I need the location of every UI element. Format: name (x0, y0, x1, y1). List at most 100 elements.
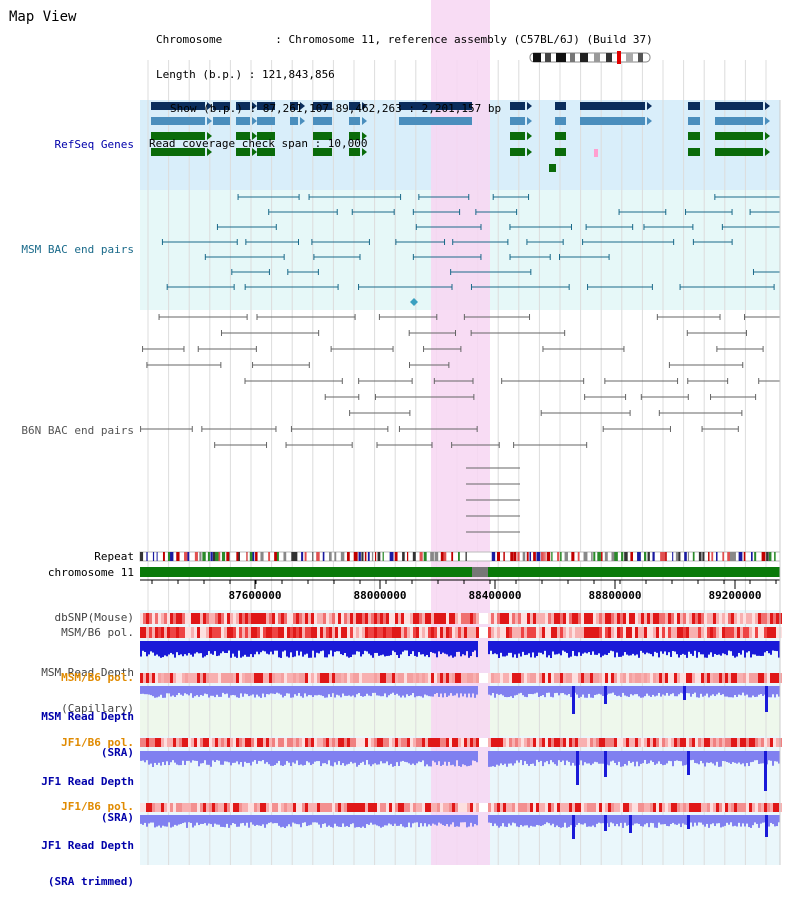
jf1-depth-sra (150, 751, 152, 764)
msm-b6-pol2-heat (398, 673, 401, 683)
msm-depth-cap (442, 641, 444, 653)
msm-depth-sra (512, 686, 514, 698)
msm-b6-pol2-heat (419, 673, 422, 683)
msm-depth-sra (570, 686, 572, 698)
repeat-mark (260, 552, 264, 561)
msm-depth-cap (270, 641, 272, 652)
msm-depth-sra (156, 686, 158, 698)
msm-b6-pol2-heat (359, 673, 362, 683)
ideogram-band (570, 53, 575, 62)
jf1-depth-sra (538, 751, 540, 763)
track-label-msm-bac[interactable]: MSM BAC end pairs (21, 243, 134, 256)
msm-depth-sra (752, 686, 754, 696)
msm-depth-sra (666, 686, 668, 693)
msm-depth-cap (140, 641, 142, 657)
msm-b6-pol2-heat (386, 673, 389, 683)
gene-exon (313, 148, 332, 156)
jf1-depth-sra (662, 751, 664, 766)
msm-depth-sra (260, 686, 262, 698)
jf1-depth-trim (626, 815, 628, 826)
dbsnp-heat (206, 613, 209, 624)
jf1-depth-trim (434, 815, 436, 825)
msm-depth-cap (554, 641, 556, 655)
jf1-depth-sra (268, 751, 270, 765)
jf1-depth-trim (538, 815, 540, 826)
repeat-mark (194, 552, 198, 561)
msm-b6-pol-heat (467, 627, 470, 638)
jf1-b6-pol2-heat (527, 803, 530, 812)
dbsnp-heat (140, 613, 143, 624)
msm-b6-pol-heat (719, 627, 722, 638)
dbsnp-heat (152, 613, 155, 624)
axis-tick-label: 88800000 (589, 589, 642, 602)
msm-depth-sra (748, 686, 750, 698)
jf1-depth-sra (350, 751, 352, 762)
jf1-depth-trim (176, 815, 178, 826)
gene-exon (151, 117, 205, 125)
track-label-b6n-bac[interactable]: B6N BAC end pairs (21, 424, 134, 437)
jf1-depth-trim (310, 815, 312, 825)
jf1-b6-pol-heat (443, 738, 446, 747)
dbsnp-heat (527, 613, 530, 624)
jf1-depth-sra (208, 751, 210, 765)
jf1-depth-trim (338, 815, 340, 827)
msm-depth-sra (466, 686, 468, 698)
msm-depth-cap (534, 641, 536, 658)
dbsnp-heat (395, 613, 398, 624)
jf1-depth-trim (426, 815, 428, 827)
jf1-b6-pol2-heat (632, 803, 635, 812)
msm-b6-pol2-heat (581, 673, 584, 683)
repeat-mark (738, 552, 743, 561)
msm-b6-pol-heat (494, 627, 497, 638)
gene-arrow (527, 117, 532, 125)
jf1-b6-pol2-heat (212, 803, 215, 812)
track-label-refseq[interactable]: RefSeq Genes (54, 138, 134, 151)
jf1-depth-sra (384, 751, 386, 764)
jf1-b6-pol2-heat (488, 803, 491, 812)
jf1-b6-pol-heat (647, 738, 650, 747)
msm-depth-sra (540, 686, 542, 696)
jf1-depth-sra (330, 751, 332, 766)
msm-depth-cap (252, 641, 254, 658)
dbsnp-heat (485, 613, 488, 624)
msm-depth-cap (292, 641, 294, 658)
dbsnp-heat (593, 613, 596, 624)
gene-exon (688, 102, 700, 110)
jf1-b6-pol-heat (353, 738, 356, 747)
jf1-b6-pol-heat (701, 738, 704, 747)
msm-depth-cap (194, 641, 196, 654)
dbsnp-heat (689, 613, 692, 624)
jf1-b6-pol-heat (383, 738, 386, 747)
dbsnp-heat (596, 613, 599, 624)
jf1-b6-pol-heat (686, 738, 689, 747)
jf1-depth-trim (376, 815, 378, 826)
msm-depth-sra (636, 686, 638, 695)
gene-exon (715, 117, 763, 125)
msm-b6-pol2-heat (719, 673, 722, 683)
dbsnp-heat (683, 613, 686, 624)
jf1-depth-trim (734, 815, 736, 826)
jf1-b6-pol2-heat (443, 803, 446, 812)
jf1-b6-pol2-heat (371, 803, 374, 812)
msm-b6-pol-heat (407, 627, 410, 638)
msm-b6-pol2-heat (206, 673, 209, 683)
gene-arrow (362, 102, 367, 110)
jf1-b6-pol2-heat (668, 803, 671, 812)
msm-depth-sra (168, 686, 170, 694)
jf1-depth-sra (546, 751, 548, 762)
dbsnp-heat (767, 613, 770, 624)
msm-depth-sra (462, 686, 464, 697)
msm-depth-cap (700, 641, 702, 655)
jf1-depth-sra (252, 751, 254, 762)
msm-depth-cap (596, 641, 598, 655)
jf1-b6-pol2-heat (152, 803, 155, 812)
jf1-depth-sra (200, 751, 202, 764)
dbsnp-heat (203, 613, 206, 624)
msm-b6-pol2-heat (494, 673, 497, 683)
jf1-b6-pol2-heat (299, 803, 302, 812)
dbsnp-heat (722, 613, 725, 624)
msm-b6-pol2-heat (749, 673, 752, 683)
jf1-b6-pol2-heat (251, 803, 254, 812)
jf1-depth-sra (450, 751, 452, 766)
dbsnp-heat (458, 613, 461, 624)
